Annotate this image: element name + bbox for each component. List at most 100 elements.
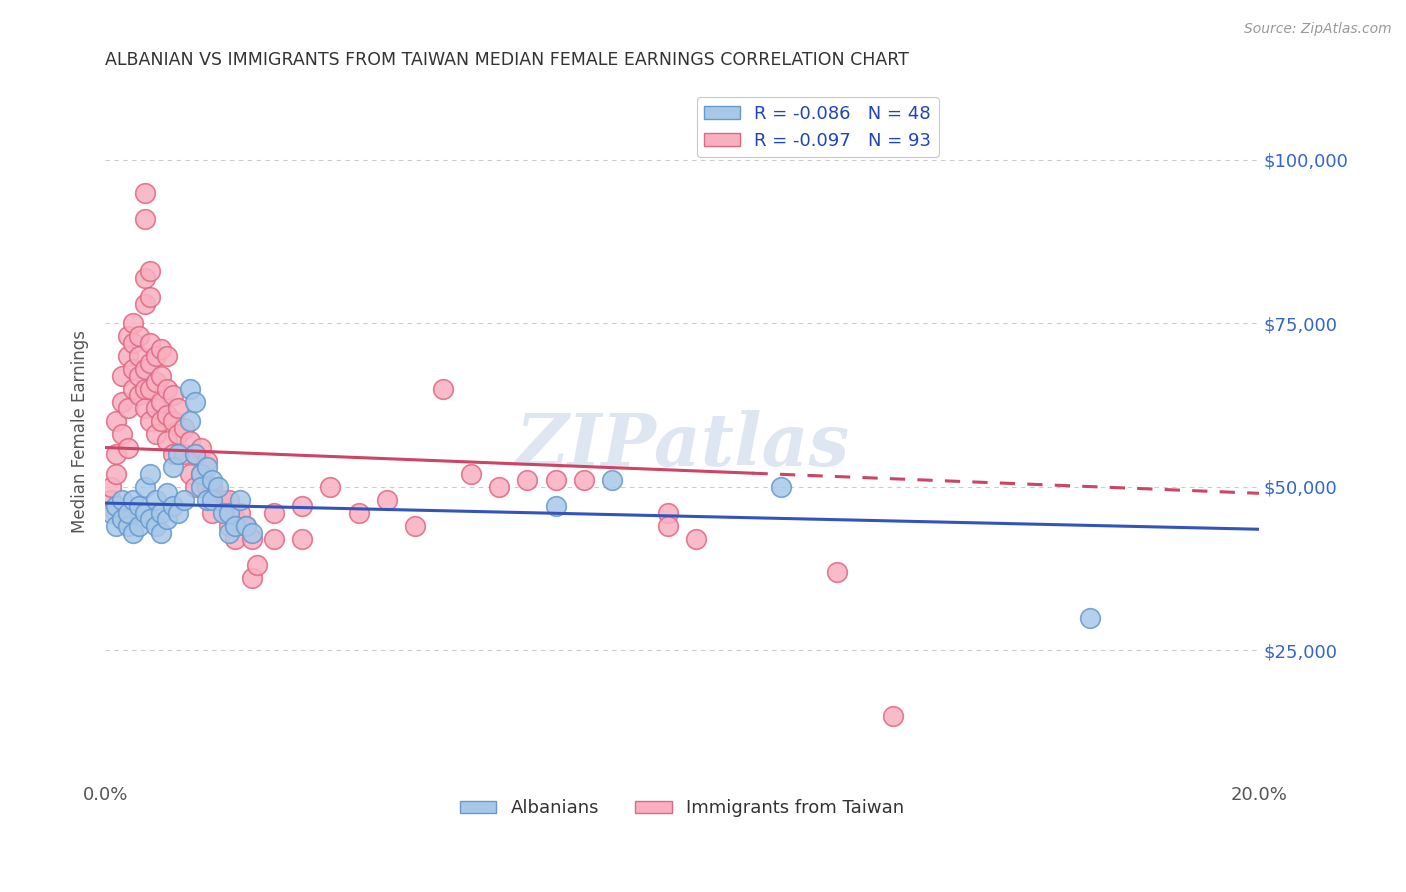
Point [150,394,173,409]
Point [882,708,904,723]
Point [544,473,567,487]
Point [291,500,314,514]
Point [201,480,224,494]
Point [207,480,229,494]
Point [195,480,218,494]
Point [319,480,342,494]
Point [105,506,128,520]
Point [167,506,190,520]
Point [134,401,156,416]
Point [156,408,179,422]
Point [134,296,156,310]
Point [117,349,139,363]
Point [769,480,792,494]
Point [111,492,134,507]
Point [218,506,240,520]
Point [134,382,156,396]
Point [105,467,128,481]
Point [134,506,156,520]
Point [156,512,179,526]
Point [100,492,122,507]
Point [201,473,224,487]
Point [139,414,162,428]
Point [156,349,179,363]
Point [235,519,257,533]
Point [825,565,848,579]
Point [162,460,184,475]
Point [179,414,201,428]
Point [246,558,269,573]
Point [156,434,179,448]
Point [128,519,150,533]
Point [111,394,134,409]
Point [150,368,173,383]
Point [544,500,567,514]
Point [117,441,139,455]
Text: ZIPatlas: ZIPatlas [515,409,849,481]
Point [460,467,482,481]
Point [291,532,314,546]
Point [122,492,145,507]
Point [212,492,235,507]
Point [134,362,156,376]
Point [240,532,263,546]
Point [173,447,195,461]
Point [145,519,167,533]
Point [117,401,139,416]
Point [105,414,128,428]
Point [122,335,145,350]
Point [190,480,212,494]
Point [375,492,398,507]
Point [139,335,162,350]
Point [139,355,162,369]
Point [235,519,257,533]
Point [218,519,240,533]
Point [685,532,707,546]
Point [184,447,207,461]
Point [105,447,128,461]
Point [173,492,195,507]
Point [139,264,162,278]
Point [224,532,246,546]
Text: Source: ZipAtlas.com: Source: ZipAtlas.com [1244,22,1392,37]
Point [105,519,128,533]
Point [111,427,134,442]
Point [190,467,212,481]
Text: ALBANIAN VS IMMIGRANTS FROM TAIWAN MEDIAN FEMALE EARNINGS CORRELATION CHART: ALBANIAN VS IMMIGRANTS FROM TAIWAN MEDIA… [105,51,910,69]
Point [122,362,145,376]
Point [404,519,426,533]
Point [134,270,156,285]
Point [263,532,285,546]
Point [100,480,122,494]
Point [162,414,184,428]
Point [128,388,150,402]
Point [195,453,218,467]
Point [134,480,156,494]
Point [128,349,150,363]
Point [218,525,240,540]
Point [117,519,139,533]
Point [201,492,224,507]
Point [145,349,167,363]
Point [224,519,246,533]
Point [134,186,156,200]
Point [572,473,595,487]
Point [122,382,145,396]
Point [201,506,224,520]
Point [150,414,173,428]
Point [488,480,510,494]
Point [128,500,150,514]
Point [190,467,212,481]
Point [184,447,207,461]
Point [162,500,184,514]
Point [111,512,134,526]
Point [224,512,246,526]
Point [156,382,179,396]
Point [173,421,195,435]
Point [145,401,167,416]
Point [184,394,207,409]
Point [100,506,122,520]
Legend: Albanians, Immigrants from Taiwan: Albanians, Immigrants from Taiwan [453,792,911,824]
Point [139,467,162,481]
Point [145,427,167,442]
